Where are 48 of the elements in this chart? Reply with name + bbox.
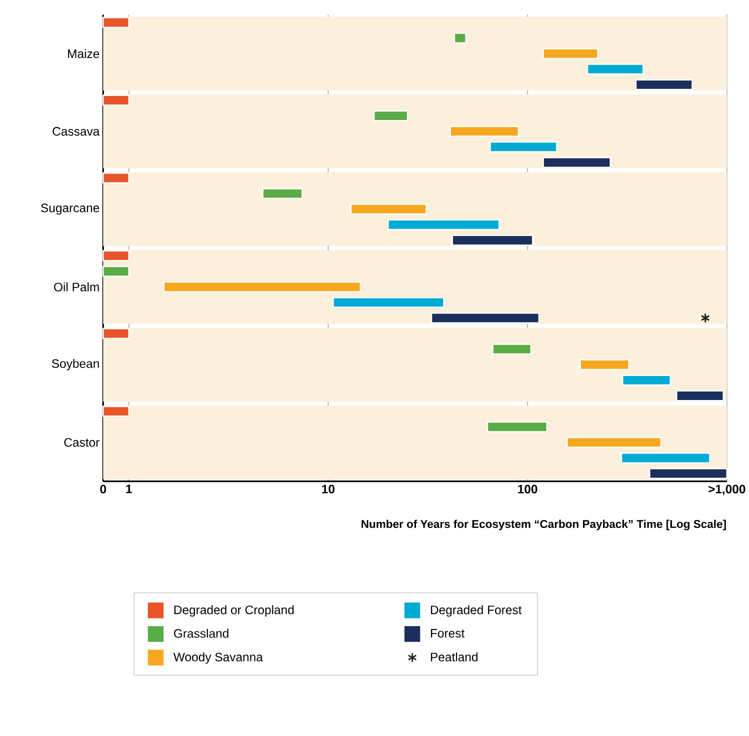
y-tick-label: Maize: [68, 49, 100, 58]
bar: [102, 266, 130, 277]
y-tick-label: Cassava: [52, 127, 100, 136]
x-tick-label: >1,000: [708, 484, 746, 496]
bar: [102, 250, 130, 262]
legend-label: Woody Savanna: [173, 652, 263, 664]
legend-label: Degraded Forest: [430, 605, 522, 617]
x-tick-label: 1: [126, 484, 132, 494]
bar: [620, 452, 710, 464]
y-tick-label: Soybean: [52, 359, 99, 370]
bar: [452, 234, 534, 246]
bar: [492, 344, 532, 355]
bar: [490, 142, 558, 152]
bar: [622, 374, 671, 386]
bar: [649, 468, 728, 480]
bar: [486, 422, 548, 432]
legend-label: Degraded or Cropland: [174, 605, 294, 617]
bar: [350, 204, 427, 215]
x-tick-label: 10: [322, 484, 334, 494]
bar: [163, 282, 361, 292]
bar: [374, 110, 408, 122]
legend-label: Grassland: [174, 628, 228, 638]
bar: [542, 157, 611, 168]
bar: [102, 17, 130, 28]
x-tick-label: 0: [100, 484, 106, 494]
bar: [450, 126, 519, 137]
legend-label: Forest: [430, 629, 465, 638]
y-tick-label: Castor: [64, 438, 100, 447]
legend-label: Peatland: [430, 652, 478, 662]
bar: [262, 188, 303, 200]
bar: [454, 32, 466, 44]
bar: [430, 312, 540, 324]
bar: [676, 390, 724, 402]
bar: [102, 172, 130, 184]
bar: [388, 219, 500, 230]
bar: [102, 95, 130, 106]
y-tick-label: Oil Palm: [54, 282, 99, 292]
bar: [566, 437, 662, 448]
bar: [635, 79, 693, 90]
y-tick-label: Sugarcane: [41, 204, 100, 215]
x-axis-title: Number of Years for Ecosystem “Carbon Payback” Time [Log Scale]: [362, 520, 726, 530]
bar: [332, 297, 444, 308]
bar: [586, 64, 644, 75]
bar: [102, 406, 130, 417]
x-tick-label: 100: [518, 484, 538, 494]
bar: [580, 359, 630, 370]
bar: [102, 328, 130, 340]
bar: [542, 48, 598, 60]
